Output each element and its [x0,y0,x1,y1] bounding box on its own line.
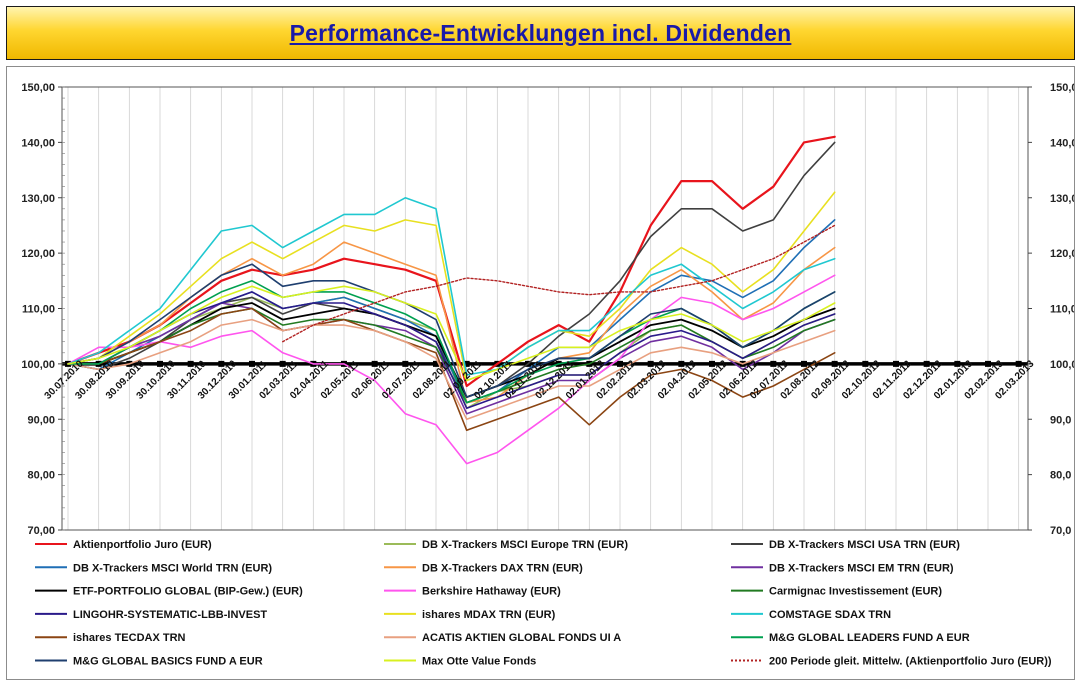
baseline-marker [463,360,470,367]
y-tick-label-right: 90,0 [1050,414,1071,426]
baseline-marker [954,360,961,367]
baseline-marker [770,360,777,367]
chart-title: Performance-Entwicklungen incl. Dividend… [289,19,792,46]
y-tick-label-right: 70,0 [1050,525,1071,537]
legend-label-7: Berkshire Hathaway (EUR) [422,586,561,598]
y-tick-label-right: 150,0 [1050,82,1074,94]
legend-label-15: M&G GLOBAL BASICS FUND A EUR [73,656,263,668]
baseline-marker [249,360,255,367]
y-tick-label-right: 110,0 [1050,304,1074,316]
series-line-15 [67,263,836,398]
title-bar: Performance-Entwicklungen incl. Dividend… [6,6,1075,60]
legend-label-14: M&G GLOBAL LEADERS FUND A EUR [769,632,970,644]
series-line-13 [67,318,836,421]
series-line-11 [67,197,836,376]
legend-layer: Aktienportfolio Juro (EUR) DB X-Trackers … [35,539,1052,668]
baseline-marker [923,360,930,367]
performance-chart: 70,00 70,0 80,00 80,0 90,00 90,0 100,00 100,0 11… [21,82,1074,668]
baseline-marker [402,360,409,367]
legend-label-6: ETF-PORTFOLIO GLOBAL (BIP-Gew.) (EUR) [73,586,303,598]
series-line-5 [67,302,836,415]
legend-label-4: DB X-Trackers DAX TRN (EUR) [422,562,583,574]
y-tick-label-left: 110,00 [22,304,55,316]
baseline-marker [1015,360,1022,367]
series-line-12 [67,307,836,432]
baseline-marker [187,360,194,367]
series-line-7 [67,274,836,465]
baseline-marker [371,360,378,367]
legend-label-9: LINGOHR-SYSTEMATIC-LBB-INVEST [73,609,267,621]
legend-label-16: Max Otte Value Fonds [422,656,536,668]
baseline-marker [862,360,869,367]
y-tick-label-right: 80,0 [1050,470,1071,482]
baseline-marker [709,360,715,367]
baseline-marker [279,360,286,367]
baseline-marker [647,360,654,367]
y-tick-label-right: 130,0 [1050,193,1074,205]
legend-label-13: ACATIS AKTIEN GLOBAL FONDS UI A [422,632,621,644]
y-tick-label-left: 100,00 [21,359,55,371]
baseline-marker [985,360,991,367]
baseline-marker [831,360,838,367]
y-tick-label-left: 120,00 [21,248,55,260]
baseline-marker [893,360,899,367]
series-line-10 [67,191,836,382]
baseline-marker [801,360,807,367]
y-tick-label-right: 140,0 [1050,137,1074,149]
legend-label-0: Aktienportfolio Juro (EUR) [73,539,212,551]
y-tick-label-left: 130,00 [21,193,55,205]
y-tick-label-left: 90,00 [27,414,55,426]
baseline-marker [617,360,623,367]
legend-label-3: DB X-Trackers MSCI World TRN (EUR) [73,562,272,574]
series-line-0 [66,135,836,388]
y-tick-label-left: 80,00 [27,470,55,482]
series-line-17 [282,224,836,343]
baseline-marker [678,360,685,367]
y-tick-label-right: 100,0 [1050,359,1074,371]
legend-label-10: ishares MDAX TRN (EUR) [422,609,556,621]
y-tick-label-right: 120,0 [1050,248,1074,260]
series-layer [66,135,836,465]
series-line-9 [67,291,836,409]
y-tick-label-left: 140,00 [21,137,55,149]
legend-label-1: DB X-Trackers MSCI Europe TRN (EUR) [422,539,628,551]
y-tick-label-left: 70,00 [27,525,55,537]
legend-label-17: 200 Periode gleit. Mittelw. (Aktienportf… [769,656,1052,668]
legend-label-5: DB X-Trackers MSCI EM TRN (EUR) [769,562,954,574]
chart-frame: 70,00 70,0 80,00 80,0 90,00 90,0 100,00 100,0 11… [6,66,1075,680]
series-line-16 [67,285,836,382]
baseline-marker [433,360,439,367]
legend-label-11: COMSTAGE SDAX TRN [769,609,891,621]
y-tick-label-left: 150,00 [21,82,55,94]
legend-label-12: ishares TECDAX TRN [73,632,186,644]
baseline-marker [157,360,163,367]
legend-label-8: Carmignac Investissement (EUR) [769,586,942,598]
legend-label-2: DB X-Trackers MSCI USA TRN (EUR) [769,539,960,551]
baseline-marker [218,360,225,367]
